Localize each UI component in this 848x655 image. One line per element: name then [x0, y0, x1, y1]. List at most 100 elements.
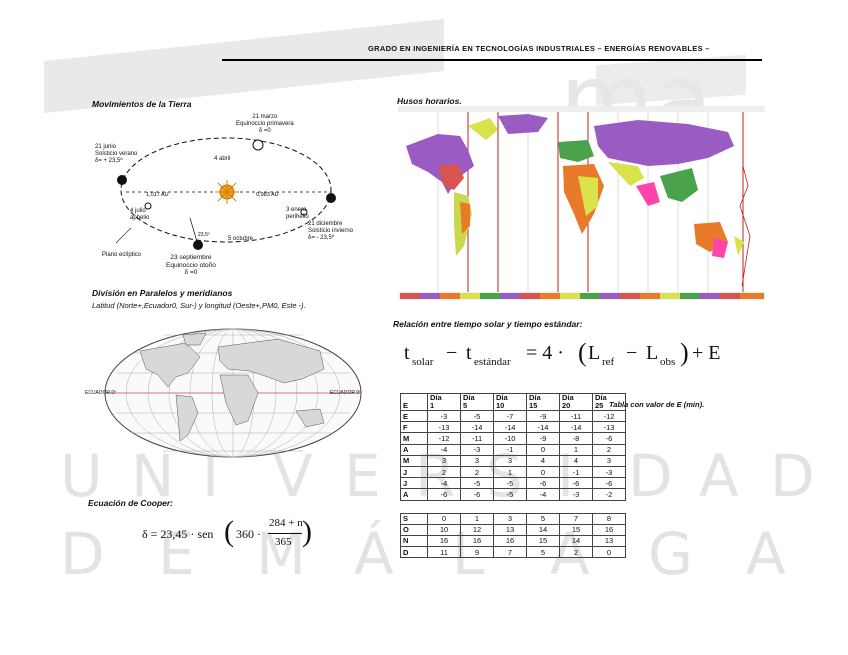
- distance-aphelion: 1,017 AU: [146, 192, 169, 198]
- table-cell: -2: [592, 488, 626, 501]
- ref-subscript: ref: [602, 356, 615, 368]
- table-cell: -10: [493, 432, 527, 445]
- cooper-numerator: 284 + n: [269, 517, 303, 529]
- table-row: J 2 2 1 0 -1 -3: [400, 465, 626, 479]
- paren-close: ): [680, 338, 689, 367]
- cooper-title: Ecuación de Cooper:: [88, 498, 174, 508]
- table-cell: 7: [493, 546, 527, 559]
- label-march: 21 marzo Equinoccio primavera δ =0: [236, 114, 294, 134]
- table-cell: -11: [460, 432, 494, 445]
- column-header: Día 20: [559, 393, 593, 411]
- table-cell: -5: [460, 477, 494, 490]
- column-header: Día 1: [427, 393, 461, 411]
- table-cell: -3: [427, 409, 461, 423]
- table-cell: 1: [559, 443, 593, 456]
- equals-four: = 4 ·: [526, 342, 564, 364]
- table-cell: 16: [427, 534, 461, 548]
- table-cell: -3: [559, 488, 593, 501]
- month-label: F: [400, 421, 428, 434]
- month-label: N: [400, 534, 428, 548]
- table-corner: E: [400, 393, 428, 411]
- table-cell: -13: [592, 421, 626, 434]
- cooper-factor: 360 ·: [236, 527, 261, 541]
- world-grid-map: [104, 328, 362, 458]
- watermark-letter: I: [202, 442, 220, 510]
- watermark-letter: D: [628, 442, 673, 510]
- table-cell: -1: [493, 443, 527, 456]
- table-cell: 1: [460, 512, 494, 525]
- table-cell: -4: [427, 443, 461, 456]
- table-header-row: E Día 1 Día 5 Día 10 Día 15 Día 20 Día 25: [400, 393, 626, 411]
- table-gap-row: [400, 499, 626, 514]
- label-december: 21 diciembre Solsticio invierno δ= - 23,…: [308, 221, 354, 241]
- table-cell: 14: [559, 534, 593, 548]
- earth-motion-title: Movimientos de la Tierra: [92, 99, 192, 109]
- label-september: 23 septiembre Equinoccio otoño δ =0: [166, 254, 216, 276]
- table-cell: 1: [493, 465, 527, 479]
- relation-equation: t solar − t estándar = 4 · ( L ref − L o…: [404, 338, 734, 374]
- table-cell: -6: [592, 477, 626, 490]
- month-label: M: [400, 432, 428, 445]
- t-symbol: t: [404, 342, 410, 364]
- table-cell: 5: [526, 546, 560, 559]
- table-cell: 16: [592, 523, 626, 536]
- table-cell: 0: [427, 512, 461, 525]
- timezone-map: [398, 106, 765, 300]
- label-january: 3 enero perihelio: [286, 207, 309, 220]
- table-cell: -14: [559, 421, 593, 434]
- table-row: D 11 9 7 5 2 0: [400, 546, 626, 559]
- table-cell: 3: [592, 454, 626, 467]
- cooper-fraction-bar: [268, 533, 302, 534]
- table-cell: -9: [526, 409, 560, 423]
- table-cell: -6: [526, 477, 560, 490]
- label-ecliptic-plane: Plano eclíptico: [102, 252, 142, 258]
- table-cell: 2: [592, 443, 626, 456]
- l-symbol-2: L: [646, 342, 659, 364]
- label-july: 4 julio aphelio: [130, 208, 150, 221]
- watermark-letter: A: [746, 520, 786, 588]
- label-october: 5 octubre: [228, 236, 254, 242]
- table-cell: 16: [460, 534, 494, 548]
- table-cell: 8: [592, 512, 626, 525]
- table-cell: 5: [526, 512, 560, 525]
- watermark-letter: Á: [354, 520, 394, 588]
- cooper-paren-open: (: [224, 515, 234, 548]
- table-cell: 2: [460, 465, 494, 479]
- month-label: A: [400, 443, 428, 456]
- table-cell: 13: [592, 534, 626, 548]
- table-cell: -6: [460, 488, 494, 501]
- minus-sign: −: [446, 342, 458, 364]
- table-cell: 15: [559, 523, 593, 536]
- table-row: F -13 -14 -14 -14 -14 -13: [400, 421, 626, 434]
- relation-title: Relación entre tiempo solar y tiempo est…: [393, 319, 583, 329]
- table-cell: -5: [493, 477, 527, 490]
- month-label: J: [400, 477, 428, 490]
- table-row: A -4 -3 -1 0 1 2: [400, 443, 626, 456]
- watermark-letter: D: [60, 520, 105, 588]
- column-header: Día 15: [526, 393, 560, 411]
- table-cell: -4: [526, 488, 560, 501]
- table-cell: 0: [526, 443, 560, 456]
- cooper-lhs: δ = 23,45 · sen: [142, 527, 214, 541]
- watermark-letter: G: [648, 520, 693, 588]
- watermark-letter: E: [344, 442, 381, 510]
- watermark-letter: U: [60, 442, 103, 510]
- table-cell: -6: [592, 432, 626, 445]
- estandar-subscript: estándar: [474, 356, 511, 368]
- table-cell: -3: [592, 465, 626, 479]
- table-cell: -14: [460, 421, 494, 434]
- month-label: D: [400, 546, 428, 559]
- table-cell: -14: [493, 421, 527, 434]
- equator-label-left: ECUADOR 0º: [85, 390, 116, 396]
- equator-label-right: ECUADOR 0º: [330, 390, 361, 396]
- table-row: N 16 16 16 15 14 13: [400, 534, 626, 548]
- label-june: 21 junio Solsticio verano δ= + 23,5º: [95, 144, 138, 164]
- month-label: E: [400, 409, 428, 423]
- month-label: O: [400, 523, 428, 536]
- table-cell: -12: [592, 409, 626, 423]
- header-rule: [222, 59, 762, 61]
- table-cell: -8: [559, 432, 593, 445]
- table-cell: 14: [526, 523, 560, 536]
